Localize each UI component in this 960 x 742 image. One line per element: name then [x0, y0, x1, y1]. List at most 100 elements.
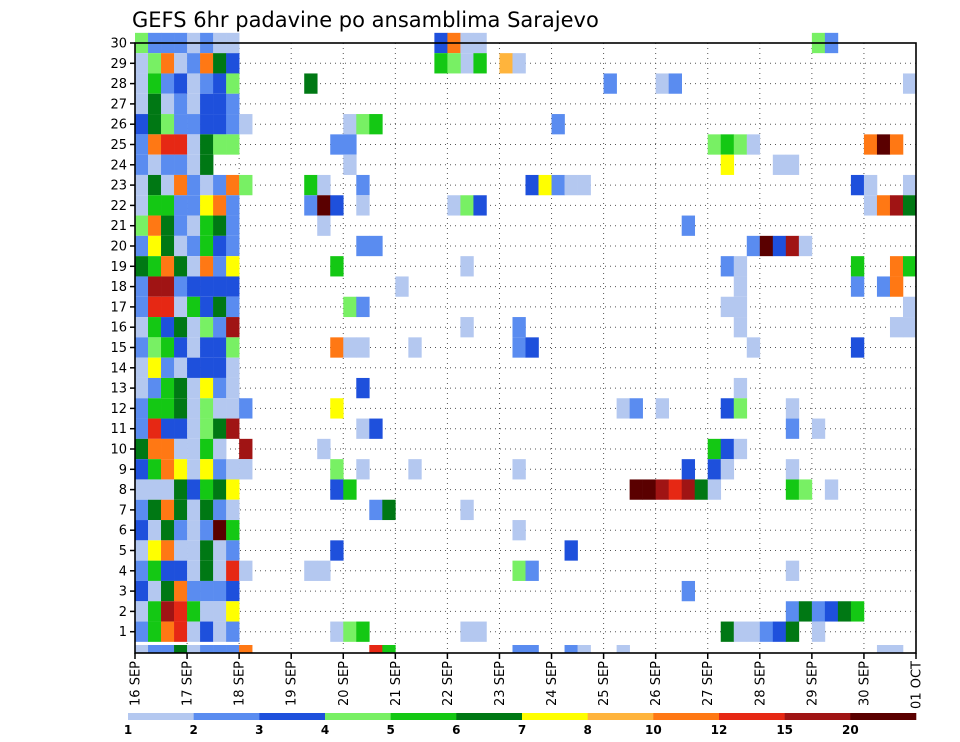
data-cell	[356, 377, 370, 399]
data-cell	[460, 317, 474, 338]
data-cell	[733, 296, 748, 318]
data-cell	[226, 235, 240, 257]
data-cell	[148, 337, 162, 358]
data-cell	[811, 418, 826, 439]
data-cell	[850, 276, 865, 297]
data-cell	[148, 499, 162, 521]
y-tick-label: 5	[119, 544, 127, 559]
data-cell	[226, 520, 240, 541]
data-cell	[148, 114, 162, 135]
data-cell	[200, 560, 214, 581]
data-cell	[161, 621, 175, 642]
data-cell	[174, 256, 188, 277]
data-cell	[239, 560, 253, 581]
data-cell	[226, 540, 240, 561]
data-cell	[512, 520, 526, 541]
data-cell	[616, 645, 630, 653]
data-cell	[200, 580, 214, 602]
data-cell	[161, 256, 175, 277]
y-tick-label: 20	[110, 240, 127, 255]
data-cell	[187, 398, 201, 419]
data-cell	[174, 357, 188, 378]
data-cell	[161, 560, 175, 581]
data-cell	[187, 540, 201, 561]
x-tick-label: 23 SEP	[493, 661, 508, 706]
data-cell	[200, 540, 214, 561]
data-cell	[629, 479, 643, 500]
data-cell	[161, 438, 175, 460]
data-cell	[707, 134, 722, 155]
data-cell	[187, 73, 201, 94]
data-cell	[317, 174, 331, 196]
colorbar-swatch	[128, 713, 194, 720]
data-cell	[798, 235, 813, 257]
data-cell	[148, 215, 162, 236]
data-cell	[135, 114, 149, 135]
data-cell	[226, 377, 240, 399]
data-cell	[460, 621, 474, 642]
data-cell	[226, 560, 240, 581]
data-cell	[356, 195, 370, 216]
data-cell	[330, 134, 344, 155]
data-cell	[213, 601, 227, 622]
data-cell	[161, 499, 175, 521]
data-cell	[226, 357, 240, 378]
data-cell	[200, 479, 214, 500]
data-cell	[226, 459, 240, 480]
data-cell	[785, 235, 800, 257]
data-cell	[616, 398, 630, 419]
data-cell	[200, 73, 214, 94]
data-cell	[174, 73, 188, 94]
y-tick-label: 10	[110, 443, 127, 458]
colorbar-label: 1	[124, 723, 132, 737]
data-cell	[148, 256, 162, 277]
y-tick-label: 1	[119, 625, 127, 640]
data-cell	[187, 235, 201, 257]
data-cell	[200, 215, 214, 236]
data-cell	[720, 459, 735, 480]
x-tick-label: 22 SEP	[441, 661, 456, 706]
colorbar-swatch	[719, 713, 785, 720]
data-cell	[187, 154, 201, 175]
data-cell	[876, 645, 891, 653]
data-cell	[213, 418, 227, 439]
data-cell	[811, 621, 826, 642]
data-cell	[148, 93, 162, 115]
data-cell	[187, 296, 201, 318]
data-cell	[213, 540, 227, 561]
data-cell	[343, 296, 357, 318]
data-cell	[148, 601, 162, 622]
data-cell	[187, 621, 201, 642]
data-cell	[525, 337, 539, 358]
data-cell	[369, 114, 383, 135]
data-cell	[226, 53, 240, 74]
data-cell	[161, 337, 175, 358]
data-cell	[720, 256, 735, 277]
data-cell	[161, 418, 175, 439]
data-cell	[226, 114, 240, 135]
data-cell	[174, 53, 188, 74]
y-tick-label: 14	[110, 361, 127, 376]
data-cell	[187, 114, 201, 135]
data-cell	[148, 195, 162, 216]
data-cell	[226, 601, 240, 622]
data-cell	[525, 174, 539, 196]
data-cell	[174, 377, 188, 399]
colorbar-label: 2	[189, 723, 197, 737]
data-cell	[174, 520, 188, 541]
y-tick-label: 21	[110, 219, 127, 234]
data-cell	[642, 479, 656, 500]
data-cell	[720, 438, 735, 460]
data-cell	[148, 357, 162, 378]
y-tick-label: 16	[110, 321, 127, 336]
data-cell	[564, 540, 578, 561]
data-cell	[148, 276, 162, 297]
data-cell	[187, 479, 201, 500]
colorbar-swatch	[325, 713, 391, 720]
data-cell	[161, 317, 175, 338]
data-cell	[174, 621, 188, 642]
y-tick-label: 11	[110, 422, 127, 437]
data-cell	[226, 256, 240, 277]
data-cell	[135, 459, 149, 480]
x-tick-label: 18 SEP	[233, 661, 248, 706]
